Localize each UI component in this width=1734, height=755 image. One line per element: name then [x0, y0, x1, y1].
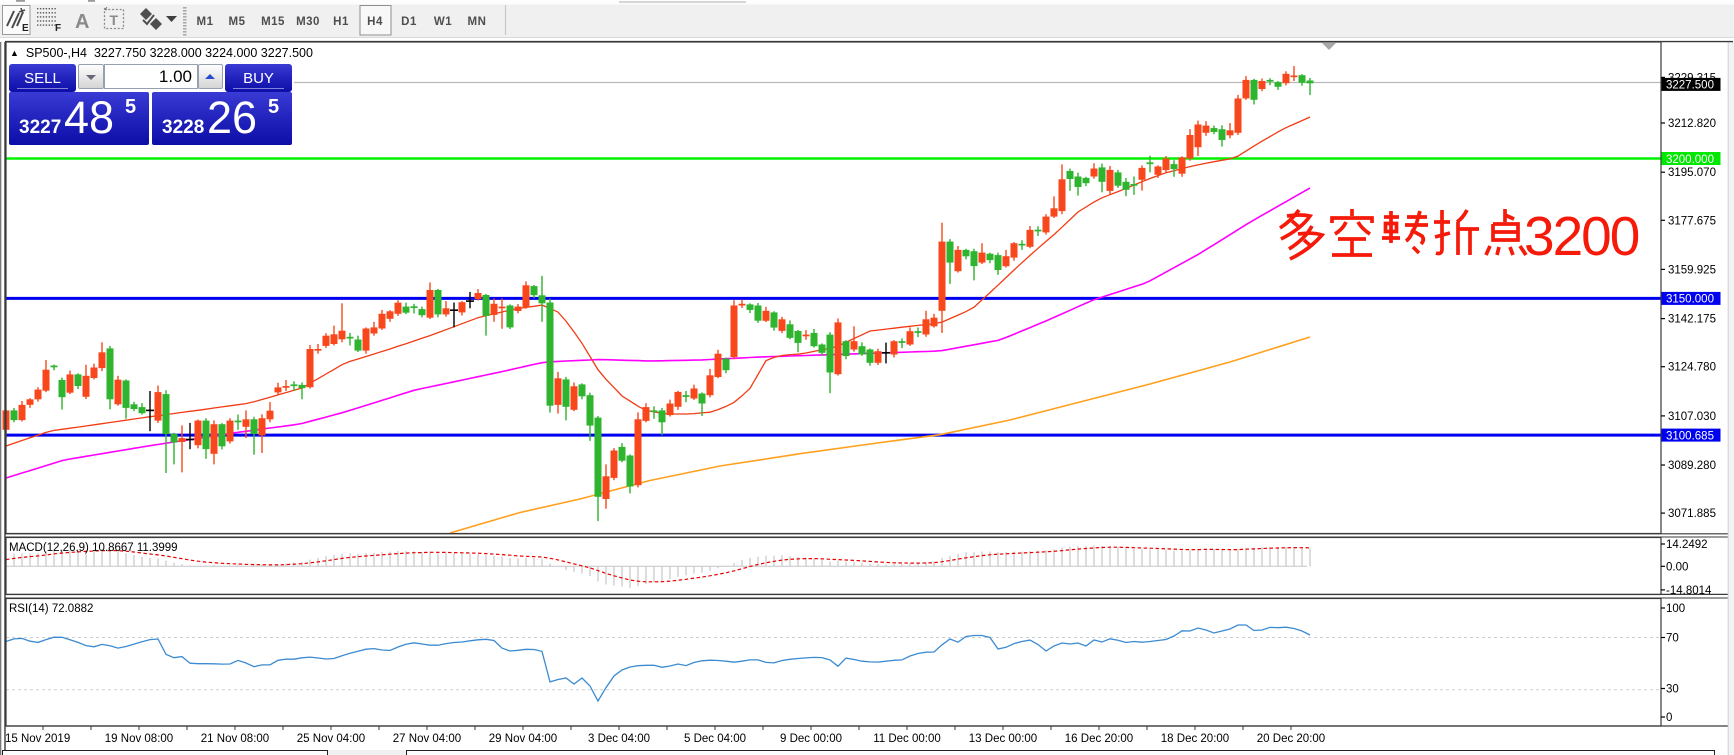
svg-text:3142.175: 3142.175 [1668, 314, 1716, 326]
svg-text:M5: M5 [229, 16, 246, 28]
svg-text:M30: M30 [296, 16, 320, 28]
svg-text:H4: H4 [367, 16, 383, 28]
svg-text:D1: D1 [401, 16, 417, 28]
svg-text:20 Dec 20:00: 20 Dec 20:00 [1257, 733, 1325, 745]
svg-text:W1: W1 [434, 16, 452, 28]
svg-text:3195.070: 3195.070 [1668, 167, 1716, 179]
svg-text:0: 0 [1666, 712, 1672, 724]
svg-text:3107.030: 3107.030 [1668, 411, 1716, 423]
svg-text:-14.8014: -14.8014 [1666, 585, 1712, 597]
svg-text:3227.500: 3227.500 [1666, 80, 1714, 92]
svg-text:25 Nov 04:00: 25 Nov 04:00 [297, 733, 365, 745]
svg-text:3150.000: 3150.000 [1666, 294, 1714, 306]
svg-text:F: F [55, 23, 61, 34]
svg-text:13 Dec 00:00: 13 Dec 00:00 [969, 733, 1037, 745]
svg-text:30: 30 [1666, 684, 1679, 696]
svg-text:RSI(14) 72.0882: RSI(14) 72.0882 [9, 603, 93, 615]
svg-text:E: E [22, 23, 29, 34]
svg-text:3 Dec 04:00: 3 Dec 04:00 [588, 733, 650, 745]
svg-text:14.2492: 14.2492 [1666, 539, 1708, 551]
svg-text:M15: M15 [261, 16, 285, 28]
svg-text:21 Nov 08:00: 21 Nov 08:00 [201, 733, 269, 745]
svg-text:A: A [75, 11, 89, 33]
svg-text:5 Dec 04:00: 5 Dec 04:00 [684, 733, 746, 745]
svg-text:11 Dec 00:00: 11 Dec 00:00 [873, 733, 941, 745]
svg-text:16 Dec 20:00: 16 Dec 20:00 [1065, 733, 1133, 745]
svg-text:3200: 3200 [1524, 205, 1639, 267]
svg-text:70: 70 [1666, 633, 1679, 645]
svg-text:3100.685: 3100.685 [1666, 430, 1714, 442]
svg-text:3124.780: 3124.780 [1668, 362, 1716, 374]
svg-text:3089.280: 3089.280 [1668, 460, 1716, 472]
svg-text:19 Nov 08:00: 19 Nov 08:00 [105, 733, 173, 745]
svg-text:3200.000: 3200.000 [1666, 154, 1714, 166]
svg-text:9 Dec 00:00: 9 Dec 00:00 [780, 733, 842, 745]
svg-text:T: T [110, 12, 119, 28]
svg-text:M1: M1 [197, 16, 214, 28]
svg-text:15 Nov 2019: 15 Nov 2019 [5, 733, 70, 745]
svg-text:MACD(12,26,9) 10.8667 11.3999: MACD(12,26,9) 10.8667 11.3999 [9, 542, 178, 554]
svg-text:29 Nov 04:00: 29 Nov 04:00 [489, 733, 557, 745]
svg-text:H1: H1 [333, 16, 349, 28]
svg-text:3159.925: 3159.925 [1668, 264, 1716, 276]
svg-text:0.00: 0.00 [1666, 561, 1688, 573]
svg-text:27 Nov 04:00: 27 Nov 04:00 [393, 733, 461, 745]
svg-text:MN: MN [468, 16, 487, 28]
svg-text:3071.885: 3071.885 [1668, 508, 1716, 520]
svg-text:3212.820: 3212.820 [1668, 118, 1716, 130]
svg-text:18 Dec 20:00: 18 Dec 20:00 [1161, 733, 1229, 745]
svg-text:3177.675: 3177.675 [1668, 215, 1716, 227]
svg-text:100: 100 [1666, 603, 1685, 615]
